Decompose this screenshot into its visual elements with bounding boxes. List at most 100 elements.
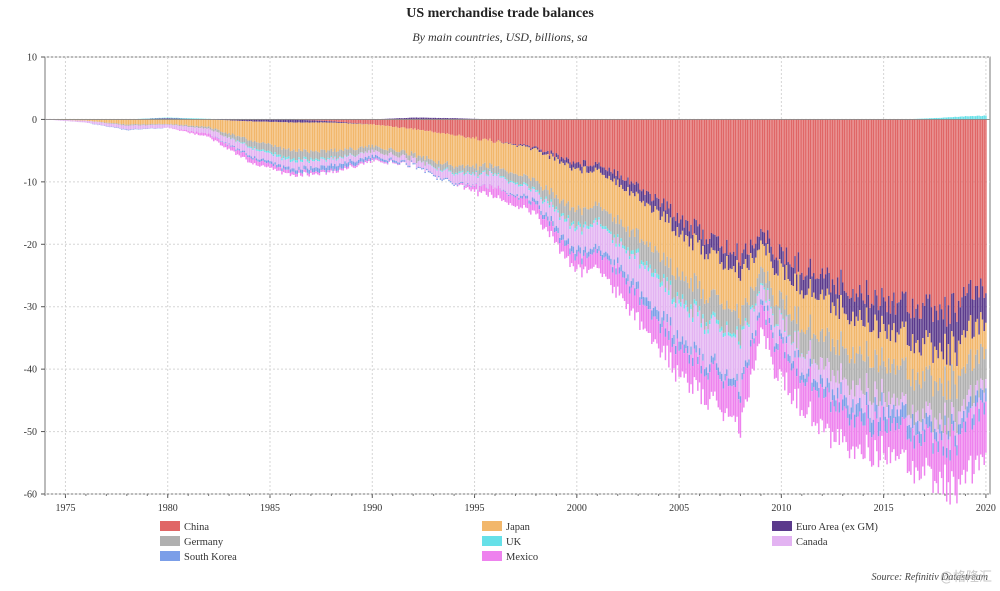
bar-segment (235, 141, 237, 143)
bar-segment (729, 119, 731, 253)
bar-segment (755, 330, 757, 336)
bar-segment (528, 190, 530, 201)
bar-segment (369, 157, 372, 161)
bar-segment (889, 341, 892, 373)
bar-segment (911, 298, 914, 335)
bar-segment (501, 177, 503, 191)
bar-segment (114, 123, 116, 125)
bar-segment (167, 124, 169, 128)
bar-segment (906, 119, 909, 312)
bar-segment (932, 432, 934, 444)
bar-segment (293, 171, 295, 175)
bar-segment (985, 388, 987, 402)
bar-segment (782, 251, 784, 267)
bar-segment (216, 132, 218, 138)
bar-segment (664, 119, 667, 211)
bar-segment (593, 119, 595, 166)
bar-segment (947, 417, 950, 431)
bar-segment (795, 348, 798, 369)
bar-segment (298, 169, 300, 173)
bar-segment (502, 190, 505, 201)
bar-segment (956, 398, 958, 434)
bar-segment (269, 163, 271, 168)
bar-segment (809, 366, 812, 402)
bar-segment (253, 146, 256, 149)
bar-segment (772, 332, 774, 339)
bar-segment (893, 404, 895, 418)
bar-segment (270, 152, 273, 155)
bar-segment (248, 140, 251, 147)
bar-segment (262, 158, 264, 161)
bar-segment (403, 119, 406, 128)
bar-segment (380, 158, 382, 161)
bar-segment (656, 209, 658, 251)
bar-segment (657, 252, 660, 275)
bar-segment (954, 119, 956, 313)
bar-segment (843, 377, 846, 396)
bar-segment (569, 119, 571, 163)
bar-segment (860, 421, 863, 455)
bar-segment (161, 119, 164, 125)
bar-segment (335, 160, 338, 167)
bar-segment (494, 187, 496, 198)
bar-segment (441, 179, 443, 181)
bar-segment (327, 121, 329, 123)
bar-segment (310, 120, 312, 123)
bar-segment (446, 118, 448, 120)
bar-segment (550, 119, 552, 151)
bar-segment (642, 296, 645, 305)
bar-segment (840, 269, 842, 296)
bar-segment (371, 158, 373, 161)
bar-segment (697, 316, 699, 357)
bar-segment (882, 361, 885, 394)
bar-segment (432, 167, 435, 175)
bar-segment (952, 370, 955, 408)
bar-segment (872, 330, 875, 368)
bar-segment (693, 218, 696, 234)
bar-segment (490, 185, 493, 195)
bar-segment (313, 119, 316, 121)
bar-segment (773, 325, 776, 328)
bar-segment (751, 305, 754, 308)
bar-segment (455, 166, 457, 173)
bar-segment (589, 207, 592, 225)
bar-segment (865, 340, 868, 374)
bar-segment (313, 171, 316, 175)
bar-segment (937, 358, 939, 391)
bar-segment (695, 275, 697, 302)
bar-segment (581, 173, 583, 216)
bar-segment (983, 392, 985, 403)
bar-segment (281, 158, 283, 161)
bar-segment (536, 180, 539, 190)
bar-segment (663, 273, 665, 279)
bar-segment (259, 151, 261, 160)
bar-segment (695, 305, 697, 346)
bar-segment (830, 381, 832, 402)
bar-segment (765, 302, 767, 320)
bar-segment (257, 119, 259, 122)
bar-segment (816, 119, 818, 279)
bar-segment (729, 336, 731, 379)
bar-segment (794, 119, 796, 257)
bar-segment (124, 125, 126, 130)
bar-segment (392, 159, 394, 163)
bar-segment (934, 119, 936, 306)
bar-segment (755, 257, 757, 287)
bar-segment (952, 293, 955, 337)
bar-segment (495, 141, 498, 167)
bar-segment (163, 119, 166, 124)
bar-segment (180, 129, 183, 131)
bar-segment (255, 150, 258, 159)
bar-segment (255, 160, 258, 166)
bar-segment (482, 170, 484, 173)
bar-segment (613, 237, 616, 260)
bar-segment (397, 164, 399, 166)
bar-segment (640, 119, 643, 192)
legend-swatch (772, 521, 792, 531)
bar-segment (954, 422, 956, 436)
bar-segment (565, 218, 568, 222)
bar-segment (434, 119, 437, 132)
bar-segment (506, 192, 508, 194)
bar-segment (898, 302, 900, 335)
bar-segment (252, 142, 254, 149)
